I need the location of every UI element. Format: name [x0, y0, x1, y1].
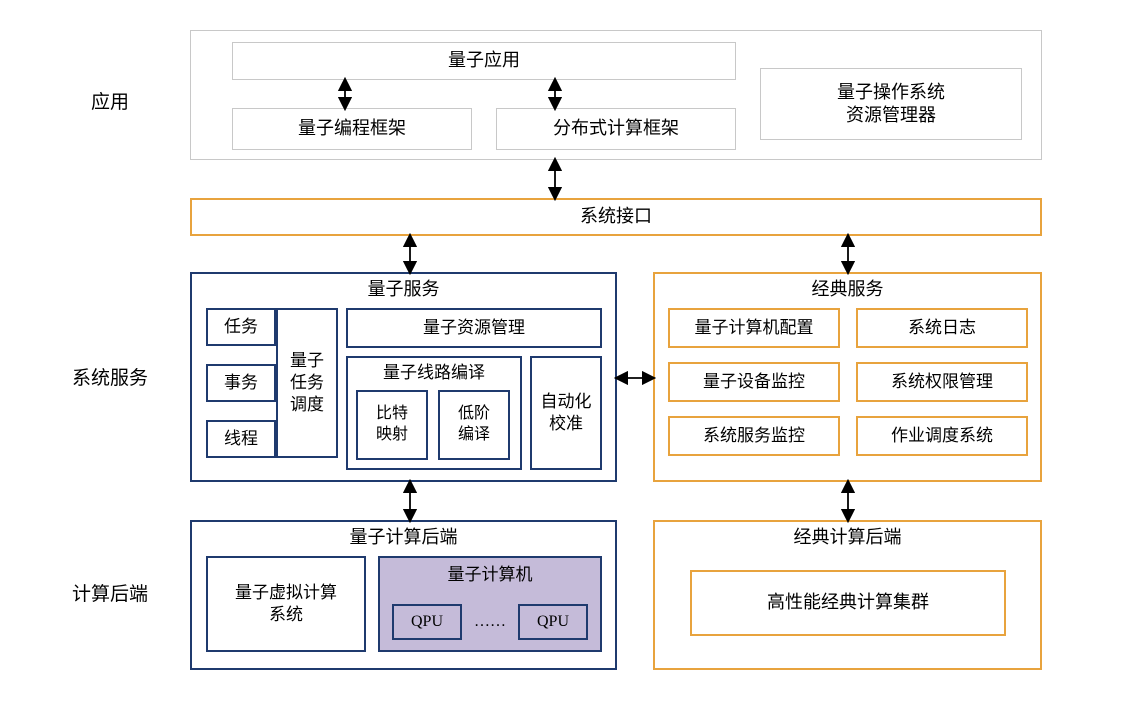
text: 分布式计算框架	[553, 117, 679, 140]
box-hpc-cluster: 高性能经典计算集群	[690, 570, 1006, 636]
text: 低阶 编译	[458, 404, 490, 446]
row-label-app: 应用	[60, 88, 160, 112]
box-qpu-1: QPU	[392, 604, 462, 640]
box-os-resource-mgr: 量子操作系统 资源管理器	[760, 68, 1022, 140]
box-quantum-app: 量子应用	[232, 42, 736, 80]
box-task: 任务	[206, 308, 276, 346]
text: 量子应用	[448, 49, 520, 72]
box-syslog: 系统日志	[856, 308, 1028, 348]
text: 比特 映射	[376, 404, 408, 446]
box-prog-framework: 量子编程框架	[232, 108, 472, 150]
box-perm-mgmt: 系统权限管理	[856, 362, 1028, 402]
text: QPU	[411, 612, 443, 633]
text: 系统权限管理	[891, 371, 993, 393]
text: 量子操作系统 资源管理器	[837, 81, 945, 128]
row-label-text: 应用	[91, 87, 129, 114]
box-qvm: 量子虚拟计算 系统	[206, 556, 366, 652]
text: 量子服务	[368, 279, 440, 299]
box-bit-mapping: 比特 映射	[356, 390, 428, 460]
text: 事务	[224, 372, 258, 394]
text: 系统日志	[908, 317, 976, 339]
text: 线程	[224, 428, 258, 450]
text: ……	[474, 613, 506, 631]
text: 自动化 校准	[541, 391, 592, 435]
box-low-compile: 低阶 编译	[438, 390, 510, 460]
text: 作业调度系统	[891, 425, 993, 447]
text: 量子 任务 调度	[290, 350, 324, 416]
text: 高性能经典计算集群	[767, 591, 929, 614]
qbackend-title: 量子计算后端	[192, 526, 615, 549]
box-transaction: 事务	[206, 364, 276, 402]
cbackend-title: 经典计算后端	[655, 526, 1040, 549]
qpu-dots: ……	[466, 610, 514, 634]
box-qpu-2: QPU	[518, 604, 588, 640]
text: 量子资源管理	[423, 317, 525, 339]
text: 量子虚拟计算 系统	[235, 582, 337, 626]
text: 任务	[224, 316, 258, 338]
text: 量子设备监控	[703, 371, 805, 393]
text: QPU	[537, 612, 569, 633]
text: 量子编程框架	[298, 117, 406, 140]
box-task-sched: 量子 任务 调度	[276, 308, 338, 458]
box-device-monitor: 量子设备监控	[668, 362, 840, 402]
row-label-backend: 计算后端	[60, 580, 160, 604]
text: 量子计算机	[448, 564, 533, 586]
box-qc-config: 量子计算机配置	[668, 308, 840, 348]
text: 经典服务	[812, 279, 884, 299]
row-label-sys: 系统服务	[60, 364, 160, 388]
box-svc-monitor: 系统服务监控	[668, 416, 840, 456]
text: 量子线路编译	[383, 362, 485, 384]
text: 系统服务监控	[703, 425, 805, 447]
row-label-text: 计算后端	[72, 579, 148, 606]
box-dist-framework: 分布式计算框架	[496, 108, 736, 150]
row-label-text: 系统服务	[72, 363, 148, 390]
diagram-canvas: 应用 系统服务 计算后端 量子应用 量子编程框架 分布式计算框架 量子操作系统 …	[0, 0, 1122, 716]
classical-service-title: 经典服务	[655, 278, 1040, 301]
text: 量子计算机配置	[695, 317, 814, 339]
box-system-interface: 系统接口	[190, 198, 1042, 236]
text: 经典计算后端	[794, 527, 902, 547]
box-thread: 线程	[206, 420, 276, 458]
quantum-service-title: 量子服务	[192, 278, 615, 301]
text: 量子计算后端	[350, 527, 458, 547]
box-resource-mgmt: 量子资源管理	[346, 308, 602, 348]
text: 系统接口	[580, 205, 652, 228]
box-job-sched: 作业调度系统	[856, 416, 1028, 456]
box-auto-calib: 自动化 校准	[530, 356, 602, 470]
